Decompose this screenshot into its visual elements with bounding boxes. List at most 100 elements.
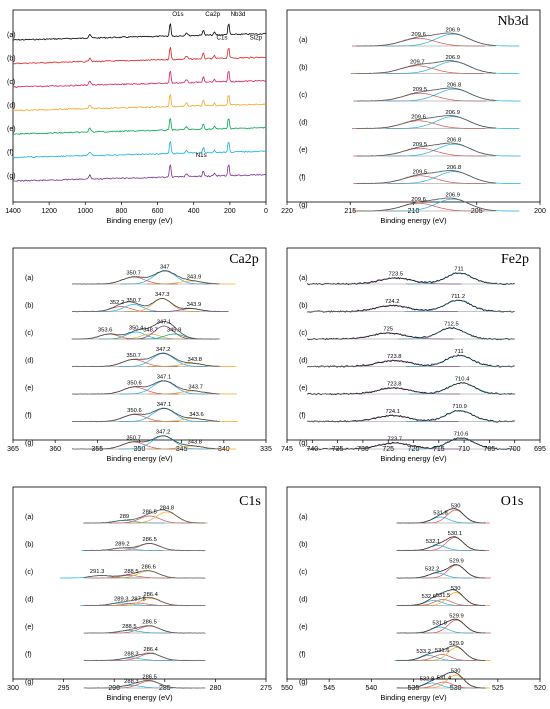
sample-label: (f) (25, 652, 32, 659)
x-tick-label: 205 (471, 208, 483, 215)
x-axis-label: Binding energy (eV) (106, 693, 173, 702)
sample-label: (b) (299, 65, 308, 72)
x-tick-label: 710 (458, 446, 470, 453)
peak-value-label: 347 (160, 265, 170, 271)
peak-annotation: Si2p (250, 35, 263, 42)
peak-value-label: 209.5 (413, 142, 428, 148)
peak-annotation: O1s (172, 11, 183, 18)
survey-spectrum (13, 165, 266, 182)
sample-label: (e) (25, 385, 34, 392)
x-tick-label: 730 (357, 446, 369, 453)
peak-value-label: 350.7 (126, 298, 141, 304)
fit-component (109, 681, 191, 688)
fit-component (406, 517, 474, 523)
plot-frame (287, 248, 540, 440)
peak-value-label: 286.5 (142, 675, 157, 681)
fit-component (329, 361, 460, 367)
peak-value-label: 723.8 (387, 354, 402, 360)
peak-value-label: 529.9 (449, 559, 464, 565)
envelope-spectrum (307, 355, 515, 367)
peak-value-label: 350.4 (129, 326, 144, 332)
peak-value-label: 347.1 (157, 402, 172, 408)
peak-value-label: 723.7 (388, 437, 403, 443)
sample-label: (g) (299, 679, 308, 686)
peak-value-label: 343.6 (189, 412, 204, 418)
o1s-panel: 550 545 540 535 530 525 520Binding energy (eV)… (281, 487, 546, 702)
peak-value-label: 288.5 (124, 569, 139, 575)
peak-value-label: 532.6 (421, 594, 436, 600)
x-tick-label: 335 (260, 446, 272, 453)
peak-value-label: 532.8 (420, 677, 435, 683)
x-tick-label: 360 (49, 446, 61, 453)
sample-label: (b) (299, 542, 308, 549)
sample-label: (e) (25, 624, 34, 631)
x-tick-label: 355 (91, 446, 103, 453)
envelope-spectrum (307, 411, 515, 423)
x-axis-label: Binding energy (eV) (106, 454, 173, 463)
peak-value-label: 531.4 (437, 676, 452, 682)
sample-label: (c) (299, 569, 307, 576)
panel-title: Nb3d (497, 14, 528, 29)
peak-value-label: 289.2 (115, 542, 130, 548)
peak-value-label: 710.6 (454, 432, 469, 438)
x-tick-label: 740 (306, 446, 318, 453)
sample-label: (d) (7, 103, 16, 110)
x-tick-label: 525 (492, 685, 504, 692)
peak-value-label: 209.6 (411, 114, 426, 120)
sample-label: (a) (299, 275, 308, 282)
ca2p-panel: 365 360 355 350 345 340 335 Binding energy (eV)… (7, 248, 272, 463)
peak-value-label: 206.8 (447, 83, 462, 89)
x-tick-label: 300 (7, 685, 19, 692)
x-tick-label: 290 (108, 685, 120, 692)
peak-value-label: 347.1 (157, 320, 172, 326)
sample-label: (d) (299, 597, 308, 604)
sample-label: (g) (25, 679, 34, 686)
sample-label: (f) (7, 150, 14, 157)
peak-value-label: 286.6 (141, 565, 156, 571)
peak-value-label: 289 (119, 514, 129, 520)
fit-component (89, 277, 178, 284)
peak-value-label: 353.6 (98, 328, 113, 334)
x-tick-label: 210 (408, 208, 420, 215)
peak-value-label: 347.3 (155, 292, 170, 298)
panel-title: Fe2p (501, 252, 529, 267)
peak-value-label: 725 (383, 327, 393, 333)
sample-label: (f) (25, 413, 32, 420)
envelope-spectrum (307, 273, 515, 285)
peak-value-label: 711 (454, 267, 463, 273)
x-tick-label: 200 (224, 208, 236, 215)
sample-label: (b) (25, 303, 34, 310)
peak-value-label: 710.4 (455, 377, 470, 383)
sample-label: (b) (7, 56, 16, 63)
peak-value-label: 288.3 (124, 679, 139, 685)
sample-label: (g) (299, 440, 308, 447)
peak-value-label: 347.2 (156, 347, 171, 353)
x-tick-label: 540 (365, 685, 377, 692)
panel-title: O1s (501, 494, 524, 509)
peak-value-label: 206.9 (445, 110, 460, 116)
peak-value-label: 530.1 (448, 531, 463, 537)
sample-label: (a) (7, 32, 16, 39)
peak-value-label: 350.6 (127, 408, 142, 414)
peak-value-label: 529.9 (449, 614, 464, 620)
peak-value-label: 350.7 (126, 436, 141, 442)
peak-value-label: 531.6 (435, 648, 450, 654)
fit-component (422, 510, 490, 523)
sample-label: (c) (25, 330, 33, 337)
survey-spectrum (13, 71, 266, 87)
sample-label: (f) (299, 652, 306, 659)
peak-value-label: 711.2 (451, 294, 465, 300)
fit-component (110, 654, 192, 661)
x-tick-label: 545 (323, 685, 335, 692)
panel-title: Ca2p (229, 252, 259, 267)
sample-label: (d) (25, 597, 34, 604)
sample-label: (b) (25, 542, 34, 549)
sample-label: (b) (299, 303, 308, 310)
peak-value-label: 532.2 (425, 567, 440, 573)
fit-component (404, 546, 472, 551)
sample-label: (e) (299, 624, 308, 631)
peak-value-label: 343.7 (188, 385, 203, 391)
peak-value-label: 286.4 (143, 592, 158, 598)
peak-value-label: 350.7 (126, 353, 141, 359)
envelope-spectrum (307, 383, 515, 395)
